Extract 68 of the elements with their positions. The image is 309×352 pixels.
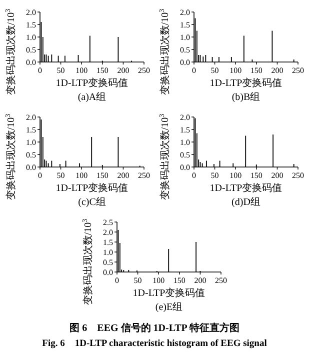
x-tick-label: 200 (271, 66, 284, 75)
x-tick-label: 0 (38, 171, 42, 180)
y-tick-label: 1.0 (26, 32, 36, 42)
x-tick-label: 150 (96, 66, 108, 75)
x-tick-label: 150 (250, 66, 262, 75)
x-tick-label: 250 (292, 171, 304, 180)
y-tick-label: 0.5 (103, 258, 113, 267)
y-tick-label: 0.0 (103, 268, 113, 277)
y-tick-label: 2.0 (180, 112, 190, 122)
y-tick-label: 1.5 (180, 20, 190, 30)
x-tick-label: 200 (117, 171, 130, 180)
y-tick-label: 1.0 (26, 138, 36, 147)
x-tick-label: 100 (230, 66, 242, 75)
y-tick-label: 1.0 (180, 138, 190, 147)
x-tick-label: 150 (173, 276, 186, 285)
x-tick-label: 0 (38, 66, 42, 75)
y-tick-label: 0.0 (26, 162, 36, 172)
y-tick-label: 1.5 (26, 125, 36, 134)
x-axis-title: 1D-LTP变换码值 (210, 182, 282, 194)
y-tick-label: 0.0 (180, 58, 190, 67)
y-tick-label: 1.5 (180, 125, 190, 134)
x-tick-label: 0 (192, 171, 196, 180)
x-axis-title: 1D-LTP变换码值 (210, 77, 282, 89)
y-tick-label: 0.5 (180, 150, 190, 160)
y-tick-label: 0.0 (180, 162, 190, 172)
text: (b)B组 (232, 91, 260, 103)
x-tick-label: 0 (115, 276, 119, 285)
x-tick-label: 200 (117, 66, 130, 75)
x-tick-label: 100 (76, 66, 88, 75)
x-axis-title: 1D-LTP变换码值 (56, 77, 128, 89)
x-tick-label: 50 (210, 66, 219, 75)
x-tick-label: 50 (210, 171, 219, 180)
y-tick-label: 1.5 (103, 238, 113, 247)
y-tick-label: 0.0 (26, 58, 36, 67)
text: (a)A组 (78, 91, 106, 103)
text: (c)C组 (78, 196, 106, 208)
text: Fig. 6 1D-LTP characteristic histogram of EEG signal (42, 339, 268, 349)
text: 图 6 EEG 信号的 1D-LTP 特征直方图 (70, 322, 240, 334)
x-axis-title: 1D-LTP变换码值 (132, 287, 206, 299)
x-tick-label: 250 (215, 276, 227, 285)
y-tick-label: 2.0 (180, 8, 190, 17)
y-tick-label: 1.0 (180, 32, 190, 42)
x-tick-label: 100 (152, 276, 165, 285)
x-tick-label: 250 (138, 171, 150, 180)
text: (d)D组 (232, 196, 260, 208)
y-tick-label: 0.5 (26, 150, 36, 160)
y-tick-label: 2.0 (26, 112, 36, 122)
x-axis-title: 1D-LTP变换码值 (56, 182, 128, 194)
x-tick-label: 50 (56, 171, 65, 180)
x-tick-label: 50 (56, 66, 65, 75)
y-tick-label: 0.5 (26, 45, 36, 54)
x-tick-label: 200 (194, 276, 206, 285)
y-tick-label: 2.0 (103, 228, 113, 237)
y-tick-label: 1.0 (103, 248, 113, 257)
x-tick-label: 100 (230, 171, 242, 180)
x-tick-label: 100 (76, 171, 88, 180)
x-tick-label: 50 (134, 276, 142, 285)
y-tick-label: 1.5 (26, 20, 36, 30)
x-tick-label: 0 (192, 66, 196, 75)
x-tick-label: 150 (250, 171, 262, 180)
y-tick-label: 0.5 (180, 45, 190, 54)
text: (e)E组 (155, 301, 183, 313)
x-tick-label: 200 (271, 171, 284, 180)
x-tick-label: 250 (292, 66, 304, 75)
x-tick-label: 250 (138, 66, 150, 75)
y-tick-label: 2.5 (103, 218, 113, 227)
y-tick-label: 2.0 (26, 8, 36, 17)
x-tick-label: 150 (96, 171, 108, 180)
